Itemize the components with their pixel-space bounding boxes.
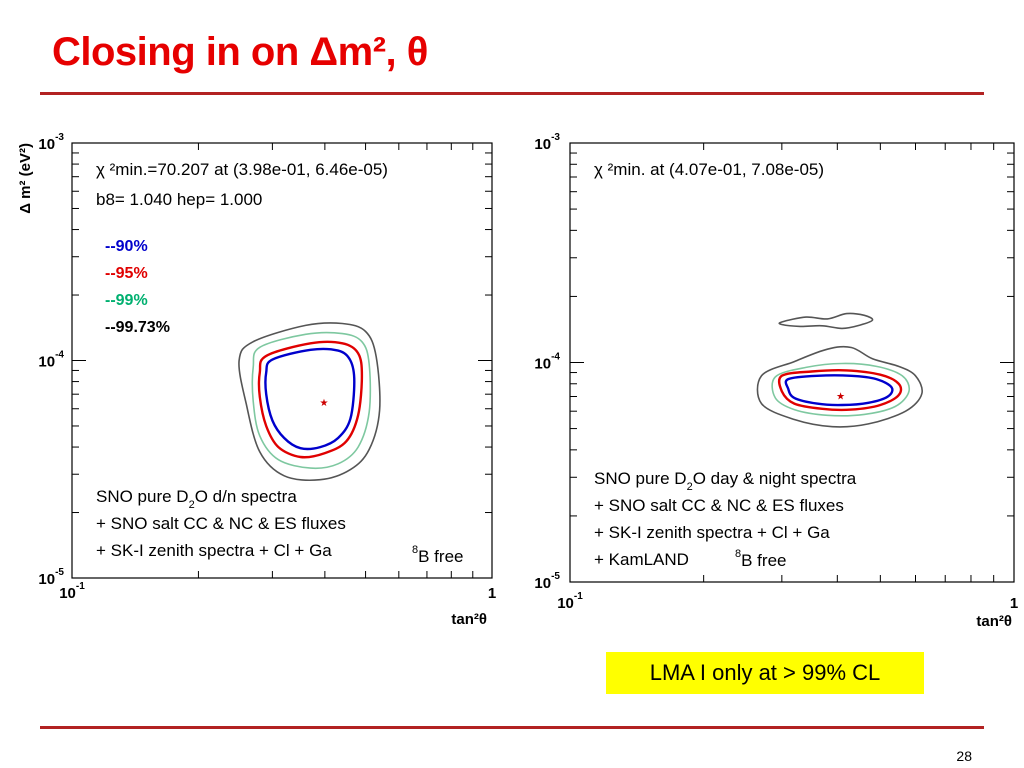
caption-line: + KamLAND	[594, 550, 689, 569]
contour-90-	[264, 347, 356, 451]
page-number: 28	[956, 748, 972, 764]
x-axis-label: tan²θ	[976, 613, 1012, 630]
x-tick-label: 10-1	[59, 581, 85, 602]
y-axis-label: Δ m² (eV²)	[17, 143, 34, 214]
footer-divider	[40, 726, 984, 729]
caption-line: + SK-I zenith spectra + Cl + Ga	[96, 541, 332, 560]
conclusion-note: LMA I only at > 99% CL	[606, 652, 924, 694]
caption-line: SNO pure D2O d/n spectra	[96, 487, 297, 511]
plot-frame	[71, 142, 493, 579]
contour-99-73-	[756, 345, 923, 428]
caption-line: + SNO salt CC & NC & ES fluxes	[96, 514, 346, 533]
legend-entry: --99.73%	[105, 319, 170, 336]
contour-95-	[777, 369, 903, 412]
caption-line: + SNO salt CC & NC & ES fluxes	[594, 496, 844, 515]
y-tick-label: 10-5	[534, 571, 560, 592]
contour-99-	[771, 362, 911, 417]
y-tick-label: 10-4	[38, 350, 64, 371]
caption-line: SNO pure D2O day & night spectra	[594, 469, 857, 493]
fit-info-line: χ ²min.=70.207 at (3.98e-01, 6.46e-05)	[96, 160, 388, 179]
best-fit-star: ★	[319, 398, 328, 409]
x-axis-label: tan²θ	[451, 611, 487, 628]
contour-99-	[251, 331, 372, 470]
contour-95-	[257, 340, 364, 459]
b8-free-label: 8B free	[412, 544, 463, 566]
y-tick-label: 10-3	[38, 132, 64, 153]
contour-99-73-upper-island-	[778, 312, 874, 330]
y-tick-label: 10-3	[534, 132, 560, 153]
fit-info-line: b8= 1.040 hep= 1.000	[96, 190, 262, 209]
title-divider	[40, 92, 984, 95]
legend-entry: --90%	[105, 238, 148, 255]
legend-entry: --95%	[105, 265, 148, 282]
slide-title: Closing in on Δm², θ	[52, 30, 428, 74]
fit-info-line: χ ²min. at (4.07e-01, 7.08e-05)	[594, 160, 824, 179]
best-fit-star: ★	[836, 391, 845, 402]
x-tick-label: 1	[488, 585, 496, 602]
x-tick-label: 10-1	[557, 591, 583, 612]
contour-90-	[784, 374, 894, 407]
y-tick-label: 10-4	[534, 352, 560, 373]
x-tick-label: 1	[1010, 595, 1018, 612]
caption-line: + SK-I zenith spectra + Cl + Ga	[594, 523, 830, 542]
y-tick-label: 10-5	[38, 567, 64, 588]
contour-99-73-	[238, 322, 381, 482]
legend-entry: --99%	[105, 292, 148, 309]
b8-free-label: 8B free	[735, 548, 786, 570]
